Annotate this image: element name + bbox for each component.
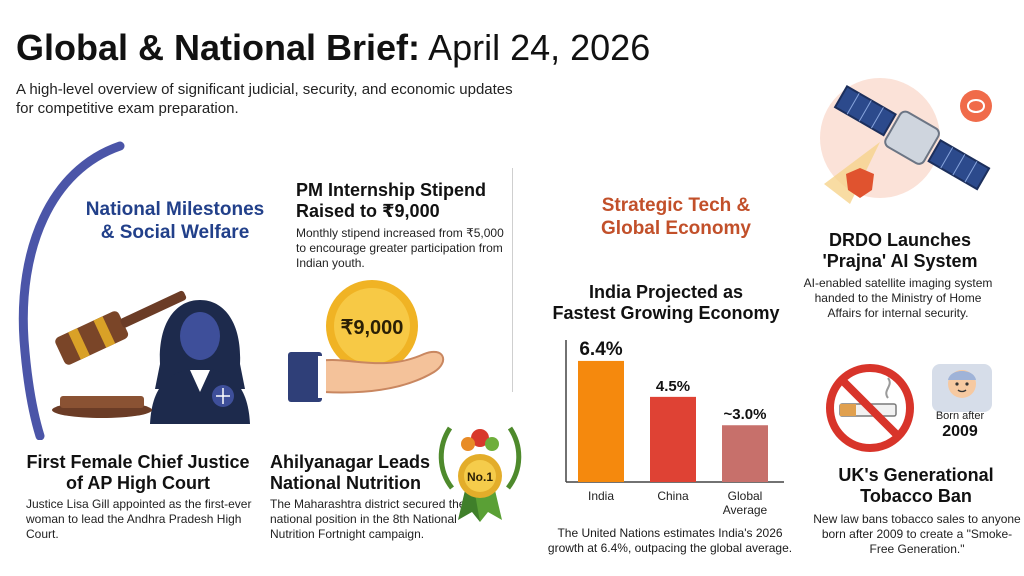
- chart-category-label-0: India: [588, 489, 614, 503]
- tobacco-title-line1: UK's Generational: [838, 465, 994, 485]
- chief-justice-title: First Female Chief Justice of AP High Co…: [18, 452, 258, 494]
- nutrition-title-line2: National Nutrition: [270, 473, 421, 493]
- economy-title-line1: India Projected as: [588, 282, 744, 302]
- brain-ai-icon: [960, 90, 992, 122]
- chart-category-label-1: China: [657, 489, 689, 503]
- no-smoking-icon: [826, 364, 914, 452]
- baby-icon: [932, 364, 992, 412]
- nutrition-title: Ahilyanagar Leads National Nutrition: [270, 452, 470, 494]
- tech-heading-line1: Strategic Tech &: [601, 195, 751, 216]
- chief-justice-title-line2: of AP High Court: [66, 473, 210, 493]
- page-title: Global & National Brief: April 24, 2026: [16, 26, 650, 70]
- economy-title: India Projected as Fastest Growing Econo…: [546, 282, 786, 324]
- coin-amount-label: ₹9,000: [341, 317, 404, 339]
- gavel-justice-illustration: [52, 290, 250, 424]
- stipend-title: PM Internship Stipend Raised to ₹9,000: [296, 180, 496, 222]
- drdo-title-line2: 'Prajna' AI System: [822, 251, 978, 271]
- medal-icon: No.1: [438, 426, 522, 522]
- chart-bar-1: [650, 396, 696, 482]
- title-date-text: April 24, 2026: [428, 27, 651, 68]
- chart-category-label-2: Global Average: [723, 489, 768, 517]
- born-after-text: Born after: [935, 410, 985, 422]
- tech-heading-line2: Global Economy: [601, 218, 751, 239]
- growth-bar-chart: 6.4% India 4.5% China ~3.0% Global Average: [565, 339, 784, 517]
- national-section-heading: National Milestones & Social Welfare: [72, 198, 278, 244]
- page-subtitle: A high-level overview of significant jud…: [16, 81, 513, 117]
- stipend-title-line2: Raised to ₹9,000: [296, 201, 440, 221]
- economy-title-line2: Fastest Growing Economy: [552, 303, 780, 323]
- drdo-description: AI-enabled satellite imaging system hand…: [803, 276, 993, 320]
- shield-icon: [846, 168, 874, 198]
- medal-rank-label: No.1: [467, 470, 493, 484]
- title-bold-text: Global & National Brief:: [16, 27, 421, 68]
- stipend-title-line1: PM Internship Stipend: [296, 180, 487, 200]
- chart-value-label-1: 4.5%: [656, 378, 690, 395]
- chart-value-label-0: 6.4%: [579, 339, 622, 360]
- stipend-description: Monthly stipend increased from ₹5,000 to…: [296, 226, 504, 270]
- nutrition-title-line1: Ahilyanagar Leads: [270, 452, 431, 472]
- tobacco-title-line2: Tobacco Ban: [860, 486, 972, 506]
- tobacco-description: New law bans tobacco sales to anyone bor…: [813, 512, 1021, 556]
- coin-hand-illustration: ₹9,000: [288, 280, 445, 402]
- chief-justice-title-line1: First Female Chief Justice: [26, 452, 250, 472]
- chief-justice-description: Justice Lisa Gill appointed as the first…: [26, 497, 252, 541]
- tech-section-heading: Strategic Tech & Global Economy: [584, 194, 768, 240]
- drdo-title-line1: DRDO Launches: [828, 230, 972, 250]
- nutrition-description: The Maharashtra district secured the top…: [270, 497, 486, 541]
- national-heading-line2: & Social Welfare: [100, 222, 250, 243]
- chart-value-label-2: ~3.0%: [724, 406, 767, 423]
- national-heading-line1: National Milestones: [85, 199, 265, 220]
- born-after-year: 2009: [942, 423, 978, 440]
- satellite-illustration: [820, 78, 992, 204]
- decorative-arc: [18, 141, 125, 440]
- economy-footnote: The United Nations estimates India's 202…: [547, 526, 793, 555]
- born-after-label: Born after 2009: [928, 410, 992, 441]
- chart-bar-2: [722, 425, 768, 482]
- tobacco-title: UK's Generational Tobacco Ban: [826, 465, 1006, 507]
- drdo-title: DRDO Launches 'Prajna' AI System: [790, 230, 1010, 272]
- chart-bar-0: [578, 360, 624, 482]
- section-divider: [512, 168, 513, 392]
